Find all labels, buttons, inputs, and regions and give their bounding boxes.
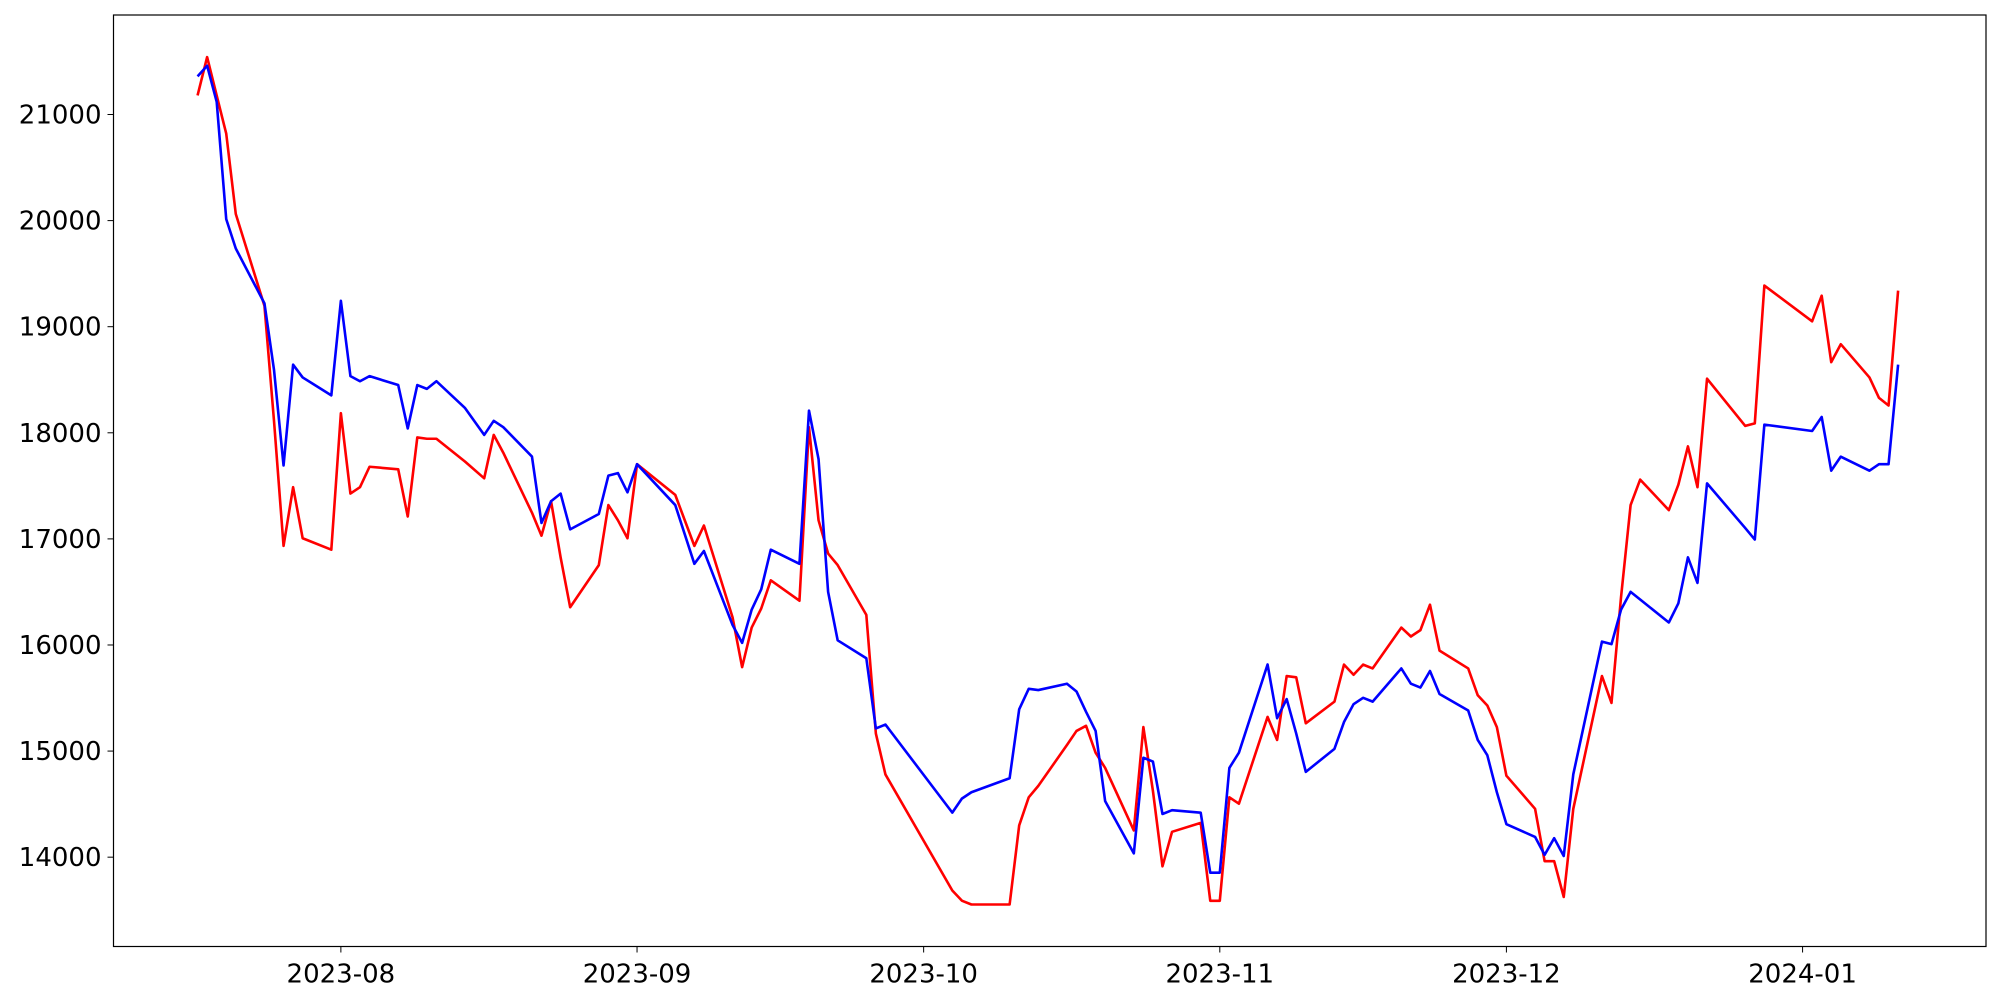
x-tick-label: 2023-08 [287, 960, 396, 990]
data-line [196, 64, 1900, 874]
y-tick-label: 19000 [19, 313, 102, 343]
x-tick-label: 2023-12 [1452, 960, 1561, 990]
data-line [196, 55, 1900, 906]
y-tick-label: 21000 [19, 101, 102, 131]
x-tick-label: 2023-11 [1165, 960, 1274, 990]
x-tick-label: 2023-09 [583, 960, 692, 990]
y-tick-label: 14000 [19, 843, 102, 873]
y-tick-label: 17000 [19, 525, 102, 555]
y-tick-label: 16000 [19, 631, 102, 661]
y-tick-label: 15000 [19, 737, 102, 767]
y-tick-label: 18000 [19, 419, 102, 449]
y-tick-label: 20000 [19, 207, 102, 237]
plot-frame [112, 14, 1987, 948]
x-tick-label: 2024-01 [1748, 960, 1857, 990]
x-tick-label: 2023-10 [869, 960, 978, 990]
